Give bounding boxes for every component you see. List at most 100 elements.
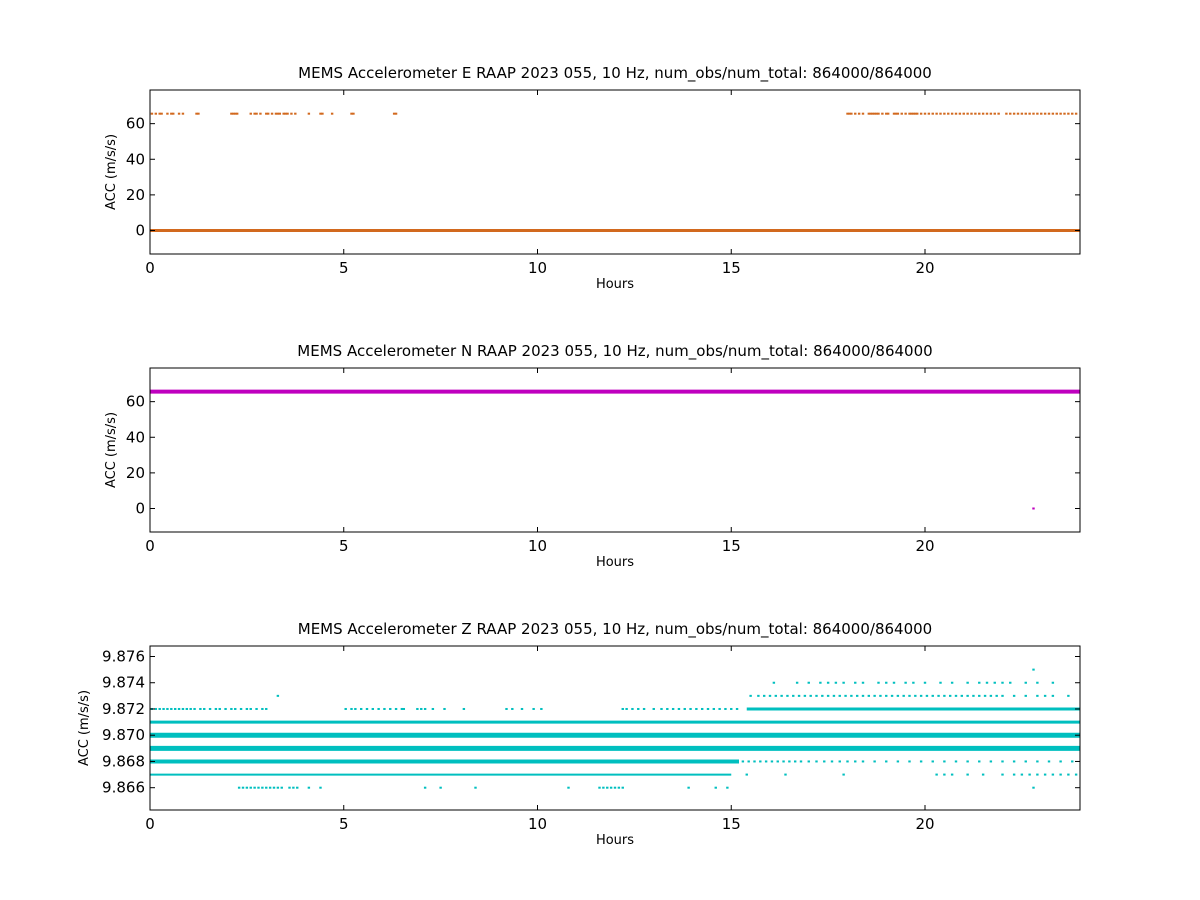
data-point	[1009, 112, 1012, 115]
data-point	[712, 707, 716, 710]
data-point	[908, 694, 911, 697]
data-point	[621, 786, 624, 789]
data-point	[677, 707, 681, 710]
data-point	[832, 694, 836, 697]
data-point	[919, 760, 923, 763]
data-point	[1036, 773, 1039, 776]
data-point	[1020, 112, 1024, 115]
chart-panel-1: 0 5 10 15 20 0 20 40 60 MEMS Accelerometer N RAAP…	[104, 342, 1081, 570]
data-point	[276, 786, 280, 789]
x-tick-label: 0	[145, 815, 155, 833]
data-point	[795, 681, 799, 684]
data-point	[776, 760, 779, 763]
data-point	[160, 112, 163, 115]
data-point	[1071, 112, 1074, 115]
data-point	[234, 707, 237, 710]
x-axis-label: Hours	[596, 833, 634, 848]
data-point	[1001, 760, 1004, 763]
y-tick-label: 20	[126, 464, 145, 482]
data-point	[954, 112, 958, 115]
data-point	[867, 112, 871, 115]
data-point	[939, 681, 942, 684]
data-point	[886, 112, 890, 115]
data-point	[793, 760, 797, 763]
data-point	[937, 694, 940, 697]
data-marks	[150, 389, 1080, 510]
data-point	[203, 707, 206, 710]
y-tick-label: 0	[135, 499, 145, 517]
data-point	[255, 112, 258, 115]
data-point	[195, 112, 198, 115]
data-point	[854, 760, 857, 763]
data-point	[974, 112, 977, 115]
data-point	[970, 112, 973, 115]
data-point	[966, 112, 969, 115]
data-point	[290, 112, 293, 115]
data-point	[857, 112, 861, 115]
data-point	[896, 112, 900, 115]
data-point	[894, 112, 898, 115]
data-point	[978, 681, 981, 684]
data-point	[1020, 773, 1024, 776]
data-point	[352, 112, 355, 115]
data-point	[1036, 760, 1039, 763]
data-point	[462, 707, 466, 710]
data-point	[1036, 681, 1039, 684]
data-point	[896, 760, 900, 763]
data-point	[265, 707, 268, 710]
x-tick-label: 15	[722, 815, 741, 833]
data-point	[423, 786, 427, 789]
axes-frame	[149, 645, 1081, 811]
data-point	[943, 760, 946, 763]
data-point	[912, 112, 915, 115]
data-point	[1016, 112, 1020, 115]
y-tick-label: 0	[135, 221, 145, 239]
data-point	[172, 112, 175, 115]
data-point	[997, 112, 1000, 115]
data-point	[365, 707, 369, 710]
data-point	[871, 112, 874, 115]
data-point	[958, 112, 962, 115]
data-point	[359, 707, 363, 710]
chart-title: MEMS Accelerometer E RAAP 2023 055, 10 H…	[298, 64, 932, 83]
data-point	[613, 786, 617, 789]
data-point	[950, 773, 954, 776]
x-tick-label: 20	[915, 815, 934, 833]
data-point	[792, 694, 795, 697]
data-point	[170, 707, 173, 710]
data-point	[786, 694, 789, 697]
data-point	[416, 707, 419, 710]
data-point	[807, 681, 810, 684]
data-point	[989, 112, 993, 115]
data-point	[1043, 694, 1047, 697]
data-point	[842, 681, 845, 684]
data-point	[978, 694, 981, 697]
data-point	[700, 707, 704, 710]
x-tick-label: 0	[145, 537, 155, 555]
data-point	[774, 694, 778, 697]
data-point	[423, 707, 427, 710]
data-point	[617, 786, 621, 789]
data-point	[985, 681, 989, 684]
data-point	[158, 112, 161, 115]
data-point	[943, 694, 946, 697]
data-point	[919, 694, 923, 697]
data-point	[869, 112, 872, 115]
data-point	[1059, 760, 1062, 763]
data-point	[1051, 681, 1055, 684]
data-point	[966, 773, 969, 776]
y-tick-label: 9.868	[102, 752, 145, 770]
data-point	[995, 694, 998, 697]
data-point	[394, 707, 398, 710]
data-point	[900, 112, 903, 115]
data-point	[784, 773, 787, 776]
data-point	[344, 707, 347, 710]
data-point	[296, 786, 299, 789]
data-point	[158, 707, 161, 710]
data-point	[307, 112, 311, 115]
data-point	[278, 112, 282, 115]
data-point	[294, 112, 297, 115]
data-point	[962, 112, 965, 115]
data-point	[1009, 681, 1012, 684]
data-point	[567, 786, 570, 789]
